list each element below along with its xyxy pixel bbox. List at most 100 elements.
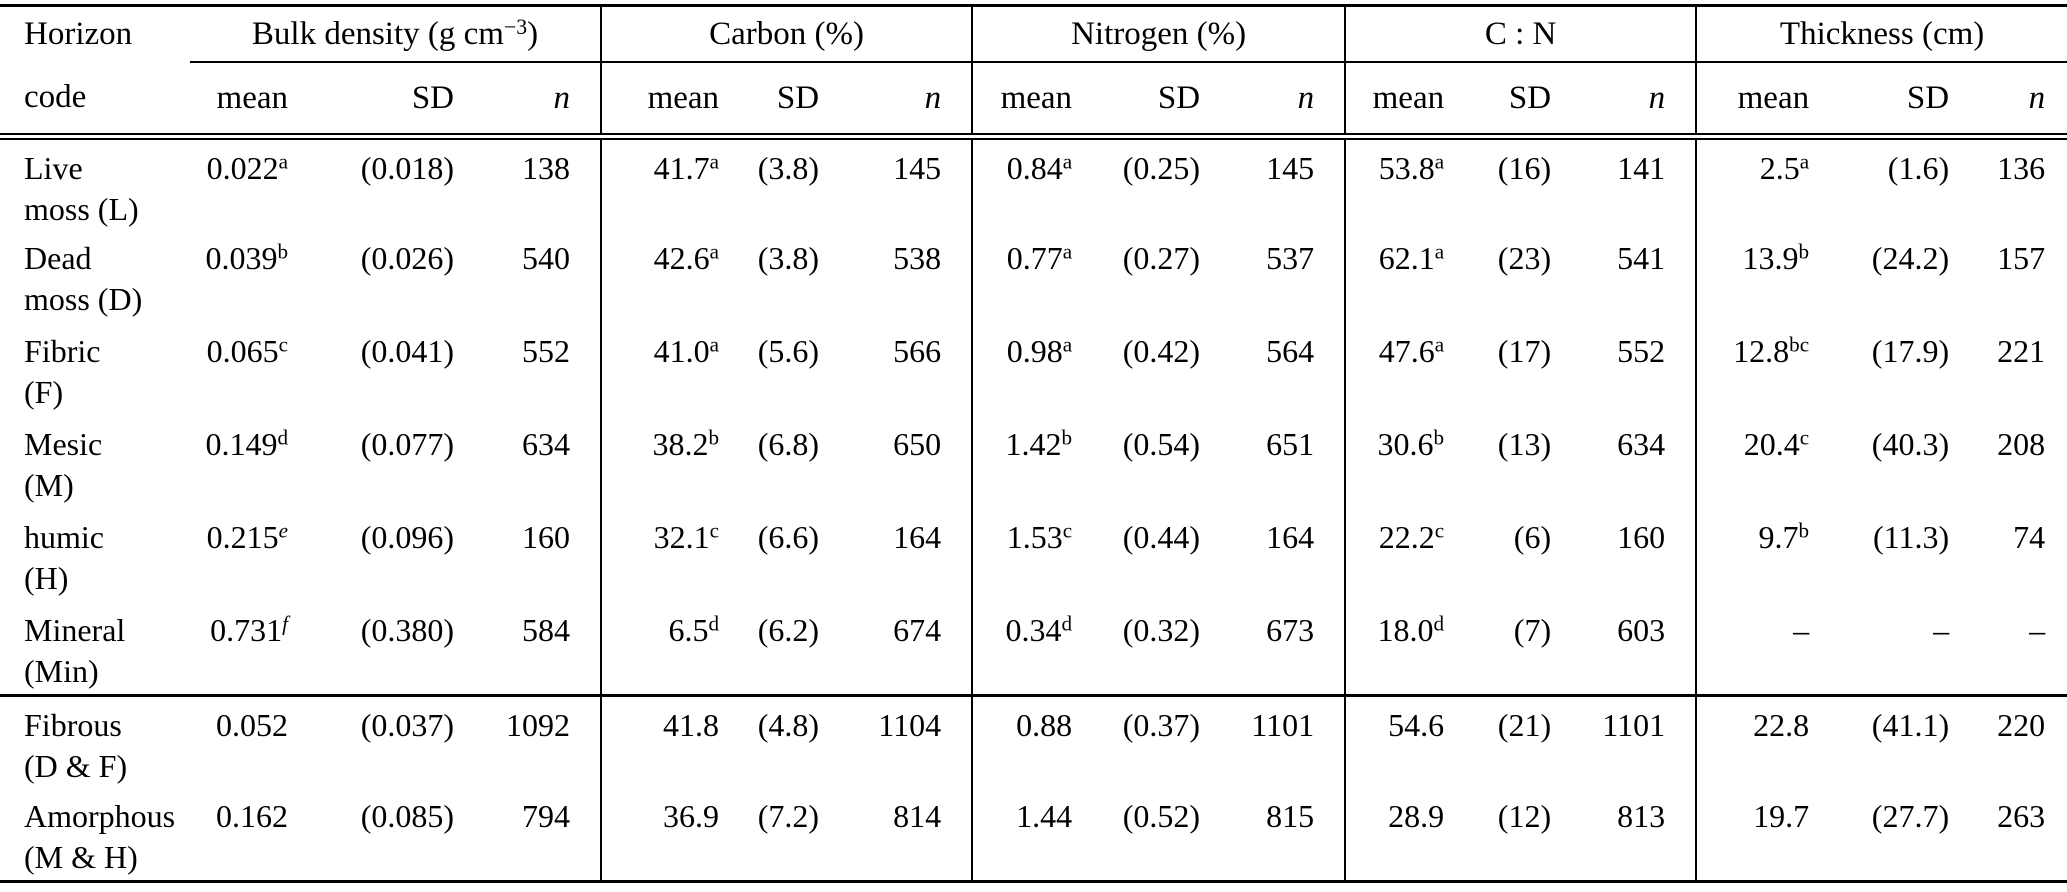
mean-cell: 0.88	[972, 693, 1081, 788]
cell-value: (0.42)	[1122, 333, 1201, 369]
horizon-label-line1: Mineral	[24, 612, 126, 648]
n-cell: 634	[1559, 416, 1698, 509]
cell-value: 1092	[506, 706, 571, 743]
cell-value: (3.8)	[757, 150, 820, 186]
horizon-label-line1: Fibric	[24, 333, 101, 369]
horizon-label-line2: (D & F)	[24, 747, 128, 784]
sd-cell: (27.7)	[1817, 788, 1957, 881]
mean-cell: 0.052	[190, 693, 296, 788]
horizon-label-line2: moss (L)	[24, 191, 139, 227]
n-cell: 157	[1957, 230, 2067, 323]
sd-cell: (4.8)	[727, 693, 828, 788]
sd-cell: (0.52)	[1080, 788, 1208, 881]
n-cell: 263	[1957, 788, 2067, 881]
mean-cell: 54.6	[1345, 693, 1453, 788]
group-header-cn-ratio: C : N	[1345, 5, 1698, 63]
n-cell: 674	[827, 602, 974, 695]
cell-value: (0.25)	[1122, 150, 1201, 186]
cell-value: 136	[1997, 150, 2046, 186]
cell-value: 674	[893, 612, 942, 648]
cell-value: (0.037)	[360, 706, 454, 743]
horizon-label-line2: (F)	[24, 374, 64, 410]
horizon-label-line2: (Min)	[24, 653, 99, 689]
cell-superscript: c	[1799, 425, 1810, 450]
cell-value: (11.3)	[1872, 519, 1950, 555]
cell-value: 36.9	[663, 798, 720, 834]
cell-superscript: b	[1061, 425, 1073, 450]
cell-value: 552	[522, 333, 571, 369]
group-header-thickness: Thickness (cm)	[1696, 5, 2067, 63]
n-header: n	[1208, 62, 1347, 140]
cell-value: 20.4	[1743, 426, 1800, 462]
horizon-code-label: Fibrous (D & F)	[0, 693, 190, 788]
sd-cell: (16)	[1452, 137, 1559, 231]
sd-header: SD	[1080, 62, 1209, 140]
cell-superscript: d	[708, 611, 720, 636]
cell-value: (6.6)	[757, 519, 820, 555]
cell-value: 41.7	[653, 150, 710, 186]
cell-superscript: d	[1061, 611, 1073, 636]
n-cell: 145	[827, 136, 974, 230]
cell-value: 157	[1997, 240, 2046, 276]
cell-value: (13)	[1497, 426, 1552, 462]
cell-value: 814	[893, 798, 942, 834]
n-cell: 537	[1208, 230, 1347, 323]
cell-value: (6.8)	[757, 426, 820, 462]
table-row: Fibrous (D & F) 0.052 (0.037) 1092 41.8 …	[0, 693, 2067, 788]
n-cell: 538	[827, 230, 974, 323]
horizon-label-line1: Mesic	[24, 426, 103, 462]
sd-cell: (0.037)	[296, 693, 462, 788]
cell-value: 1101	[1251, 706, 1315, 743]
n-cell: 136	[1957, 137, 2067, 231]
n-cell: 208	[1957, 416, 2067, 509]
horizon-code-label: Mesic (M)	[0, 416, 190, 509]
cell-value: 0.34	[1005, 612, 1062, 648]
cell-value: (16)	[1497, 150, 1552, 186]
cell-value: 138	[522, 150, 571, 186]
mean-cell: 62.1a	[1345, 230, 1452, 323]
cell-value: 13.9	[1742, 240, 1799, 276]
mean-cell: 0.98a	[972, 323, 1080, 416]
cell-superscript: b	[1798, 239, 1810, 264]
mean-cell: 9.7b	[1696, 509, 1817, 602]
sd-cell: (17.9)	[1817, 323, 1957, 416]
cell-value: 0.77	[1006, 240, 1063, 276]
table-header: Horizon Bulk density (g cm−3) Carbon (%)…	[0, 5, 2067, 140]
n-label: n	[1648, 79, 1666, 116]
table-row: humic (H) 0.215e (0.096) 160 32.1c (6.6)…	[0, 509, 2067, 602]
cell-value: (3.8)	[757, 240, 820, 276]
table-row: Mesic (M) 0.149d (0.077) 634 38.2b (6.8)…	[0, 416, 2067, 509]
n-cell: 584	[462, 602, 603, 695]
horizon-label-line2: (M)	[24, 467, 74, 503]
cell-superscript: c	[1062, 518, 1073, 543]
cell-superscript: f	[282, 611, 288, 636]
mean-cell: 0.022a	[190, 137, 296, 231]
mean-cell: 36.9	[601, 788, 727, 881]
cell-superscript: d	[277, 425, 288, 450]
cell-value: (0.27)	[1122, 240, 1201, 276]
cell-superscript: a	[1062, 239, 1073, 264]
cell-value: 1.42	[1005, 426, 1062, 462]
n-cell: 1101	[1559, 693, 1698, 788]
cell-value: 164	[893, 519, 942, 555]
sd-cell: (11.3)	[1817, 509, 1957, 602]
cell-value: 634	[522, 426, 571, 462]
mean-header: mean	[1696, 62, 1818, 140]
sd-cell: (0.25)	[1080, 137, 1208, 231]
mean-header: mean	[601, 62, 728, 140]
horizon-code-label: Dead moss (D)	[0, 230, 190, 323]
cell-value: 552	[1617, 333, 1666, 369]
cell-value: 28.9	[1388, 798, 1445, 834]
cell-value: (0.026)	[360, 240, 454, 276]
cell-value: 651	[1266, 426, 1315, 462]
cell-value: (17.9)	[1871, 333, 1950, 369]
cell-value: (0.52)	[1122, 798, 1201, 834]
sd-cell: (0.026)	[296, 230, 462, 323]
mean-cell: 0.215e	[190, 509, 296, 602]
n-cell: 566	[827, 323, 974, 416]
cell-superscript: b	[277, 239, 288, 264]
cell-value: 22.8	[1753, 706, 1810, 743]
cell-value: 0.84	[1006, 150, 1063, 186]
horizon-header: Horizon	[24, 16, 133, 52]
mean-cell: 0.84a	[972, 137, 1080, 231]
